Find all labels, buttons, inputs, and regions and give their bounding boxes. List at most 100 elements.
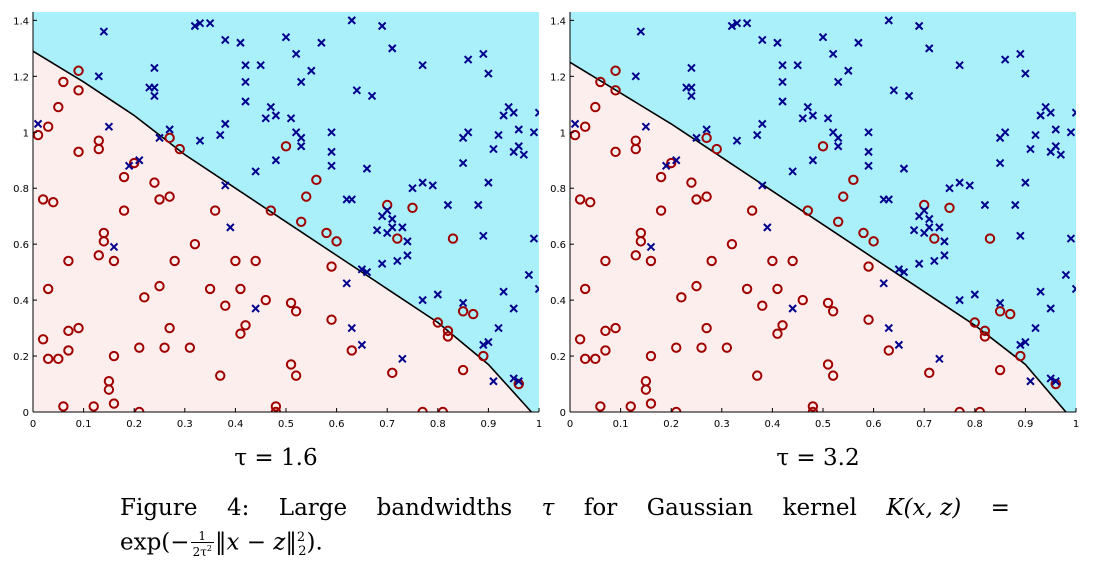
- data-point-o: [655, 205, 667, 216]
- data-point-x: [914, 21, 924, 31]
- data-point-x: [33, 119, 43, 129]
- data-point-o: [118, 171, 130, 183]
- data-point-x: [646, 242, 656, 252]
- data-point-x: [661, 161, 671, 171]
- data-point-x: [833, 133, 843, 143]
- data-point-x: [1021, 69, 1030, 78]
- data-point-x: [955, 60, 964, 70]
- data-point-x: [190, 21, 200, 31]
- data-point-x: [509, 304, 518, 313]
- data-point-x: [1066, 128, 1076, 137]
- data-point-o: [204, 283, 216, 295]
- data-point-x: [1031, 323, 1040, 333]
- data-point-x: [636, 27, 646, 36]
- data-point-o: [265, 205, 277, 216]
- data-point-o: [929, 233, 940, 244]
- data-point-x: [241, 60, 250, 70]
- caption-norm: ‖x − z‖: [214, 529, 297, 556]
- data-point-x: [377, 259, 387, 268]
- data-point-x: [641, 122, 651, 131]
- caption-expr-prefix: exp(−: [120, 529, 190, 556]
- scatter-panel-tau-3-2: 0 0.1 0.2 0.3 0.4 0.5 0.6 0.7 0.8 0.9 1 0 0.2 0.4 0.6 0…: [550, 12, 1079, 430]
- data-point-x: [570, 119, 580, 129]
- data-point-o: [98, 236, 110, 247]
- data-point-x: [393, 256, 402, 266]
- data-point-o: [285, 297, 297, 309]
- x-tick-label: 0.5: [815, 419, 831, 430]
- data-point-x: [317, 38, 326, 47]
- data-point-o: [574, 334, 586, 345]
- data-point-o: [767, 255, 778, 267]
- data-point-x: [1000, 128, 1010, 137]
- data-point-x: [682, 83, 691, 92]
- data-point-o: [600, 325, 611, 337]
- data-point-x: [970, 290, 980, 299]
- data-point-x: [534, 284, 539, 294]
- decision-boundary: [570, 61, 1067, 412]
- y-tick-label: 0.4: [550, 296, 566, 307]
- data-point-o: [944, 202, 955, 214]
- data-point-x: [403, 251, 412, 260]
- data-point-x: [271, 156, 281, 165]
- data-point-o: [37, 334, 49, 345]
- data-point-o: [53, 353, 64, 365]
- data-point-x: [818, 32, 828, 42]
- data-point-o: [741, 283, 753, 295]
- data-point-o: [442, 331, 454, 342]
- points-group: [33, 16, 539, 412]
- data-point-o: [240, 320, 251, 331]
- caption-equals: =: [990, 495, 1010, 521]
- data-point-o: [73, 85, 84, 96]
- data-point-x: [489, 144, 498, 154]
- data-point-o: [701, 132, 712, 144]
- data-point-o: [129, 157, 140, 169]
- caption-fraction: 1 2τ2: [190, 530, 214, 558]
- data-point-x: [479, 49, 488, 59]
- y-tick-label: 0.2: [550, 352, 566, 363]
- data-point-x: [534, 108, 539, 117]
- data-point-x: [509, 374, 518, 383]
- data-point-x: [463, 128, 473, 137]
- data-point-x: [529, 128, 539, 137]
- data-point-x: [509, 147, 518, 157]
- data-point-x: [854, 38, 863, 47]
- data-point-o: [676, 292, 687, 303]
- data-point-x: [828, 49, 838, 59]
- data-point-x: [135, 156, 144, 165]
- data-point-x: [955, 295, 964, 305]
- data-point-x: [124, 161, 134, 171]
- data-point-x: [519, 150, 529, 159]
- data-point-o: [134, 342, 145, 353]
- data-point-o: [174, 143, 185, 155]
- data-point-x: [382, 206, 392, 215]
- data-point-o: [868, 236, 879, 247]
- fraction-numerator: 1: [190, 530, 214, 543]
- data-point-o: [1015, 350, 1026, 362]
- data-point-o: [822, 359, 834, 370]
- data-point-x: [458, 298, 468, 308]
- x-tick-label: 0.1: [76, 419, 92, 430]
- data-point-o: [280, 141, 292, 152]
- data-point-o: [666, 157, 677, 169]
- data-point-x: [408, 184, 417, 193]
- data-point-x: [403, 237, 412, 246]
- data-point-o: [73, 146, 84, 158]
- norm-superscript: 2: [296, 530, 306, 545]
- data-point-x: [808, 156, 818, 165]
- data-point-x: [1031, 130, 1040, 140]
- data-point-x: [732, 18, 742, 28]
- data-point-x: [864, 128, 873, 137]
- data-point-x: [221, 119, 230, 129]
- data-point-x: [251, 304, 260, 313]
- x-tick-label: 0.3: [714, 419, 730, 430]
- data-point-o: [863, 314, 874, 325]
- data-point-x: [940, 237, 949, 246]
- data-point-x: [165, 125, 174, 134]
- caption-word: Large: [278, 495, 348, 521]
- data-point-x: [377, 21, 387, 31]
- data-point-o: [468, 308, 479, 320]
- data-point-x: [884, 323, 893, 333]
- x-tick-label: 0.4: [227, 419, 243, 430]
- data-point-x: [889, 86, 899, 95]
- data-point-o: [822, 297, 834, 309]
